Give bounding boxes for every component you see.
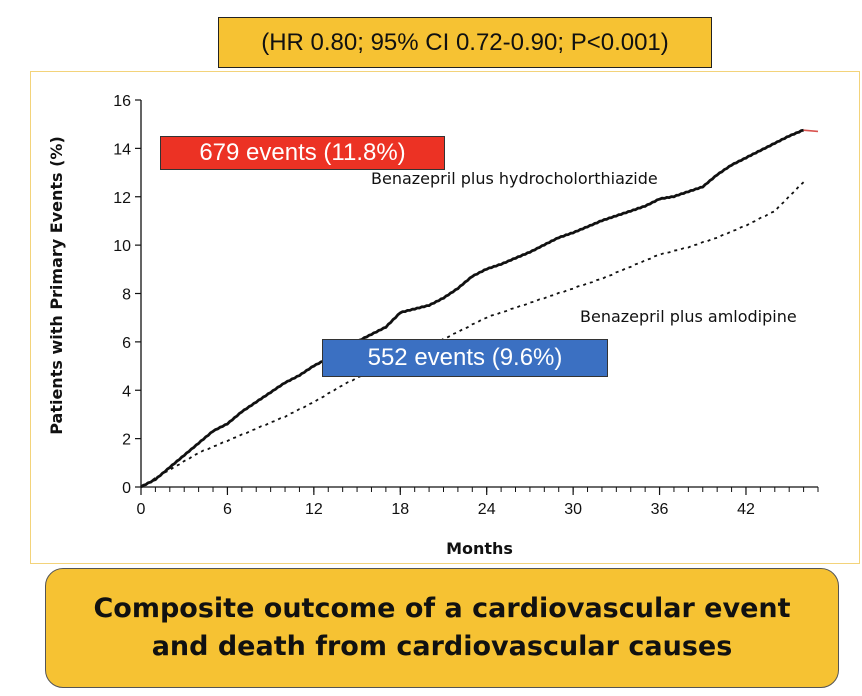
series-line-benazepril-hctz-tail bbox=[803, 129, 819, 133]
hctz-events-label: 679 events (11.8%) bbox=[160, 136, 445, 170]
hazard-ratio-text: (HR 0.80; 95% CI 0.72-0.90; P<0.001) bbox=[261, 28, 669, 56]
x-tick-label: 0 bbox=[137, 501, 146, 518]
hazard-ratio-box: (HR 0.80; 95% CI 0.72-0.90; P<0.001) bbox=[218, 17, 712, 68]
x-tick-label: 6 bbox=[223, 501, 232, 518]
y-tick-label: 2 bbox=[122, 432, 131, 449]
amlodipine-events-label: 552 events (9.6%) bbox=[322, 339, 608, 377]
x-tick-label: 12 bbox=[305, 501, 323, 518]
x-tick-label: 42 bbox=[737, 501, 755, 518]
caption-box: Composite outcome of a cardiovascular ev… bbox=[45, 568, 839, 688]
y-tick-label: 4 bbox=[122, 383, 131, 400]
amlodipine-events-text: 552 events (9.6%) bbox=[367, 344, 563, 371]
chart-frame bbox=[30, 71, 860, 564]
y-tick-label: 16 bbox=[113, 93, 131, 110]
x-tick-label: 18 bbox=[391, 501, 409, 518]
y-tick-label: 8 bbox=[122, 287, 131, 304]
series-line-benazepril-hctz bbox=[140, 128, 804, 489]
annotation-hctz: Benazepril plus hydrocholorthiazide bbox=[371, 169, 658, 188]
x-tick-label: 24 bbox=[478, 501, 496, 518]
caption-line-2: and death from cardiovascular causes bbox=[151, 631, 733, 662]
y-tick-label: 14 bbox=[113, 141, 131, 158]
hctz-events-text: 679 events (11.8%) bbox=[199, 139, 406, 166]
caption-text: Composite outcome of a cardiovascular ev… bbox=[69, 590, 814, 666]
y-tick-label: 0 bbox=[122, 480, 131, 497]
y-tick-label: 6 bbox=[122, 335, 131, 352]
caption-line-1: Composite outcome of a cardiovascular ev… bbox=[93, 593, 791, 624]
y-tick-label: 10 bbox=[113, 238, 131, 255]
y-tick-label: 12 bbox=[113, 190, 131, 207]
y-axis-label: Patients with Primary Events (%) bbox=[47, 136, 66, 435]
x-axis-label: Months bbox=[446, 539, 513, 558]
x-tick-label: 30 bbox=[564, 501, 582, 518]
series-line-benazepril-amlodipine bbox=[140, 181, 805, 488]
annotation-amlodipine: Benazepril plus amlodipine bbox=[580, 307, 797, 326]
x-tick-label: 36 bbox=[651, 501, 669, 518]
